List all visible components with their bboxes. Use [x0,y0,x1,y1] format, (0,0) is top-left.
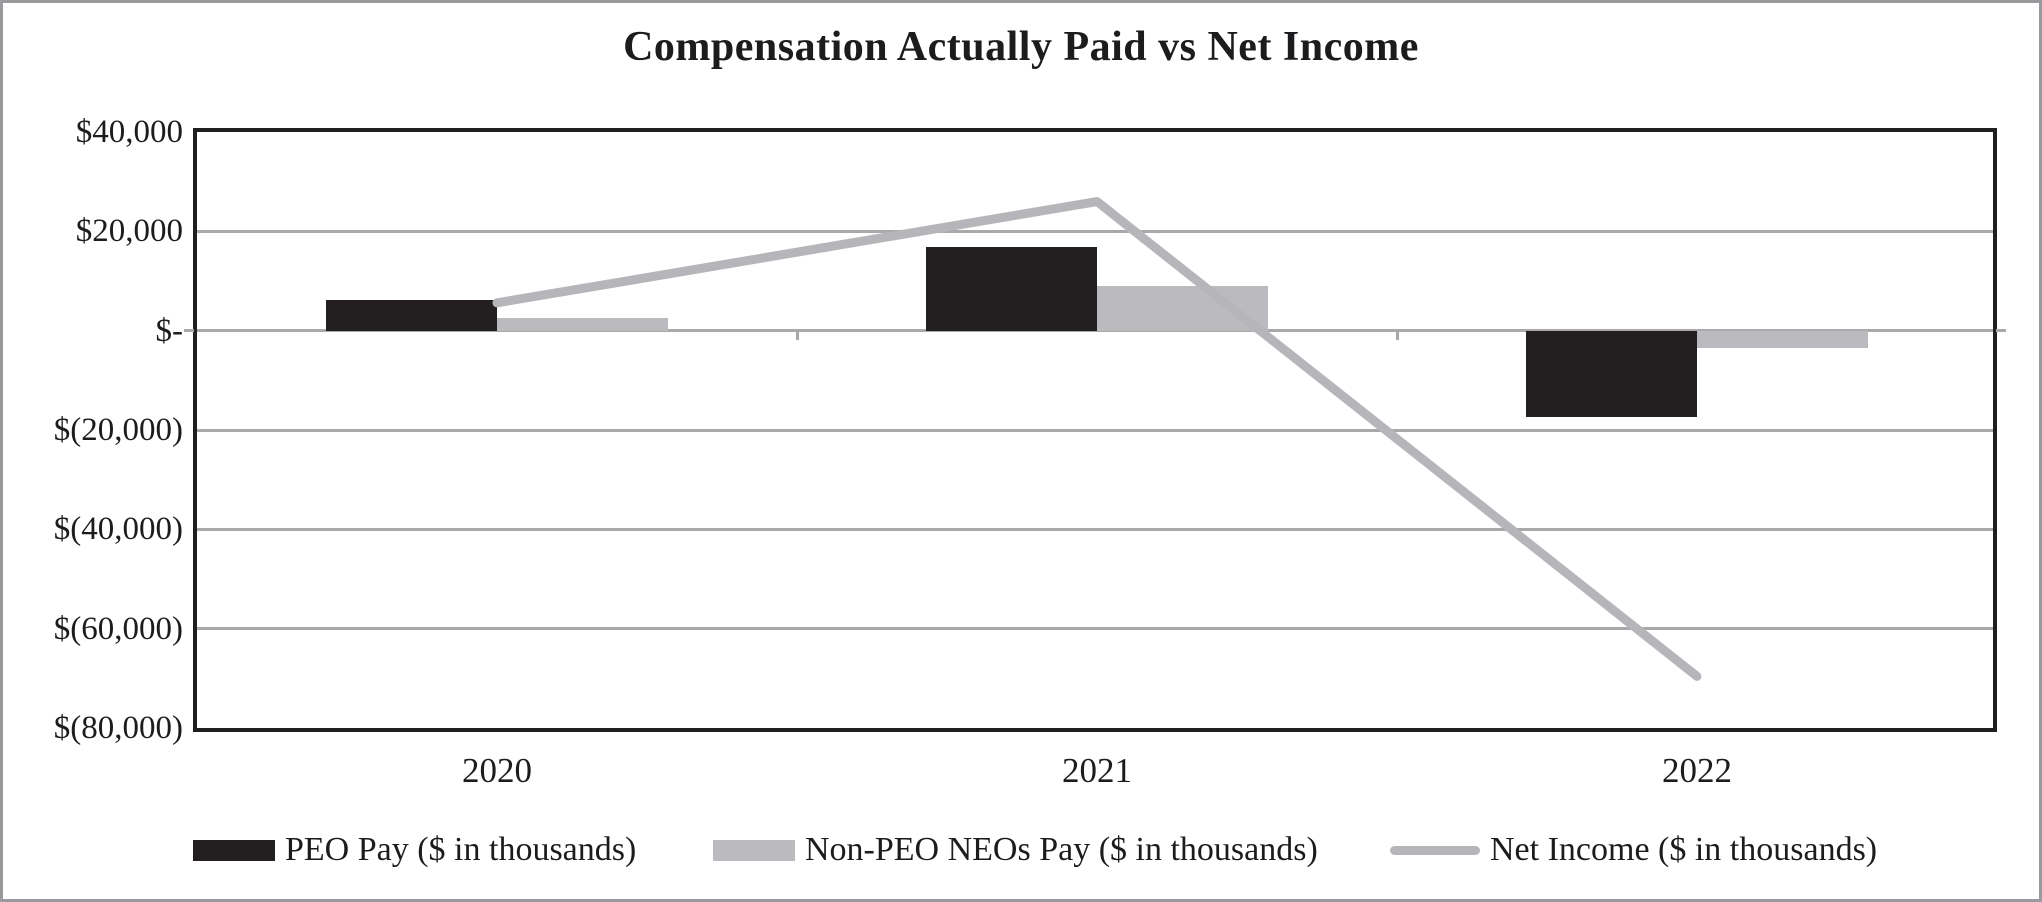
legend-label: Non-PEO NEOs Pay ($ in thousands) [805,831,1318,868]
legend-bar-swatch [713,839,795,861]
y-tick-label: $(20,000) [53,412,183,448]
non-peo-pay-bar-2022 [1697,330,1868,348]
x-tick-label-2020: 2020 [462,751,532,790]
net-income-polyline [492,197,1702,681]
y-tick-label: $(40,000) [53,511,183,548]
zero-gridline [197,329,1993,333]
legend-bar-swatch [193,839,275,861]
peo-pay-bar-2020 [326,299,497,331]
gridline [197,627,1993,631]
gridline [197,229,1993,233]
category-boundary-tick [795,330,799,340]
legend-item-peo-pay: PEO Pay ($ in thousands) [193,831,636,868]
x-tick-label-2022: 2022 [1662,751,1732,790]
non-peo-pay-bar-2020 [497,317,668,331]
legend-label: Net Income ($ in thousands) [1490,831,1878,868]
y-tick-label: $(80,000) [53,710,183,746]
legend-item-non-peo-pay: Non-PEO NEOs Pay ($ in thousands) [713,831,1318,868]
y-tick-label: $- [155,312,184,349]
peo-pay-bar-2022 [1526,330,1697,418]
net-income-line [492,197,1702,681]
zero-axis-left-nub [184,329,194,333]
plot-area [184,128,2006,732]
chart-title: Compensation Actually Paid vs Net Income [623,24,1419,70]
legend-line-swatch [1390,845,1480,855]
y-tick-label: $20,000 [75,213,183,250]
non-peo-pay-bar-2021 [1097,285,1268,331]
peo-pay-bar-2021 [926,247,1097,331]
legend-item-net-income: Net Income ($ in thousands) [1390,831,1877,868]
zero-axis-right-nub [1996,329,2006,333]
y-tick-label: $40,000 [75,114,183,150]
x-tick-label-2021: 2021 [1062,751,1132,790]
gridline [197,527,1993,531]
legend-label: PEO Pay ($ in thousands) [285,831,637,868]
y-tick-label: $(60,000) [53,610,183,647]
gridline [197,428,1993,432]
category-boundary-tick [1395,330,1399,340]
